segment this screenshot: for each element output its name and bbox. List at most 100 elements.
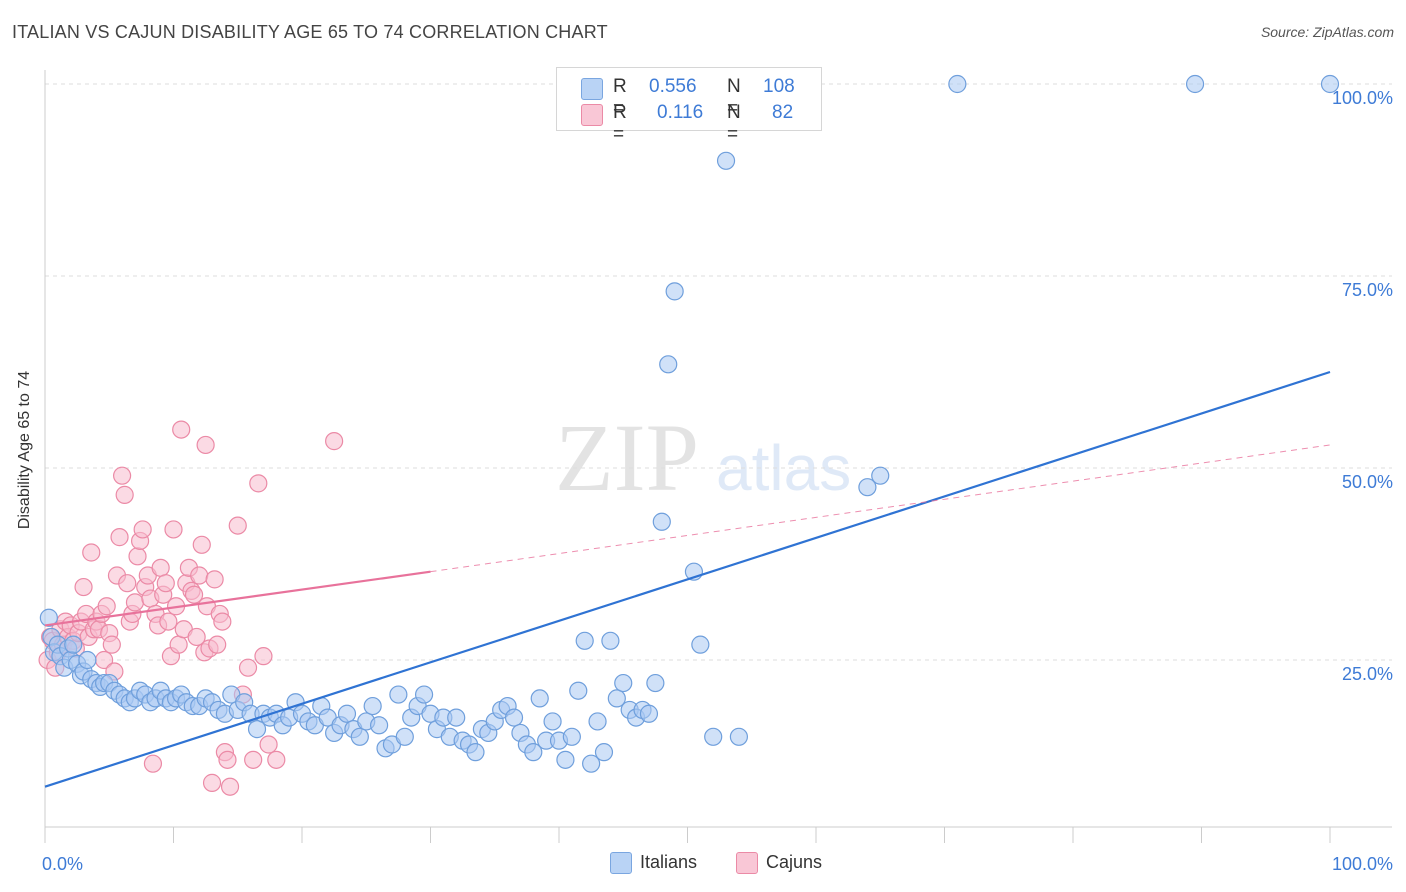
cajuns-point xyxy=(156,574,175,593)
cajuns-points xyxy=(38,420,344,796)
italians-point xyxy=(594,743,614,762)
cajuns-point xyxy=(169,635,188,654)
cajuns-point xyxy=(128,547,147,566)
italians-point xyxy=(414,685,434,704)
y-tick-label: 75.0% xyxy=(1342,280,1393,300)
cajuns-point xyxy=(164,520,183,539)
cajuns-point xyxy=(133,520,152,539)
legend-r-value: 0.556 xyxy=(649,76,697,97)
source-label: Source: ZipAtlas.com xyxy=(1260,24,1394,40)
italians-point xyxy=(1185,74,1205,94)
italians-point xyxy=(504,708,524,727)
italians-point xyxy=(78,650,97,670)
cajuns-point xyxy=(228,516,247,535)
italians-point xyxy=(729,727,749,746)
cajuns-point xyxy=(254,647,273,666)
italians-point xyxy=(652,512,671,531)
cajuns-point xyxy=(74,577,93,597)
cajuns-point xyxy=(97,597,116,616)
italians-point xyxy=(350,727,369,746)
italians-point xyxy=(871,466,890,485)
cajuns-point xyxy=(213,612,232,631)
italians-point xyxy=(370,716,389,735)
zipatlas-watermark: ZIP atlas xyxy=(555,404,851,511)
correlation-legend: R = 0.556 N = 108 R = 0.116 N = 82 xyxy=(556,67,822,145)
italians-point xyxy=(639,704,659,723)
cajuns-point xyxy=(244,750,263,769)
cajuns-point xyxy=(115,485,134,504)
cajuns-point xyxy=(220,777,240,796)
italians-point xyxy=(569,681,588,700)
gridlines xyxy=(45,83,1392,661)
italians-point xyxy=(556,750,575,769)
cajuns-point xyxy=(125,593,145,612)
italians-point xyxy=(858,478,877,497)
italians-legend-swatch xyxy=(610,852,632,874)
italians-point xyxy=(716,151,736,170)
chart-title: ITALIAN VS CAJUN DISABILITY AGE 65 TO 74… xyxy=(12,22,608,42)
cajuns-legend-label: Cajuns xyxy=(766,852,823,872)
cajuns-point xyxy=(159,612,178,631)
italians-point xyxy=(543,712,562,731)
italians-point xyxy=(363,696,382,716)
watermark-zip: ZIP xyxy=(555,404,699,511)
italians-point xyxy=(1320,74,1340,94)
cajuns-point xyxy=(205,570,224,589)
trend-lines xyxy=(44,370,1331,788)
italians-point xyxy=(659,355,678,374)
italians-point xyxy=(524,743,543,762)
cajuns-point xyxy=(143,754,163,773)
cajuns-swatch xyxy=(581,104,603,126)
italians-point xyxy=(466,743,485,762)
cajuns-point xyxy=(187,627,206,647)
y-tick-label: 50.0% xyxy=(1342,472,1393,492)
cajuns-point xyxy=(110,528,129,547)
italians-point xyxy=(530,689,549,708)
legend-n-value: 108 xyxy=(763,76,795,97)
legend-r-label: R = xyxy=(613,102,627,145)
y-axis-label: Disability Age 65 to 74 xyxy=(16,370,33,530)
cajuns-point xyxy=(172,420,191,439)
italians-point xyxy=(337,704,357,723)
italians-point xyxy=(582,754,601,773)
legend-r-label: R = xyxy=(613,76,627,119)
italians-point xyxy=(64,635,83,654)
cajuns-point xyxy=(238,658,258,677)
cajuns-point xyxy=(192,535,211,554)
cajuns-point xyxy=(259,735,278,754)
italians-point xyxy=(447,708,466,727)
y-tick-label: 100.0% xyxy=(1332,88,1393,108)
tick-labels: 25.0% 50.0% 75.0% 100.0% 0.0% 100.0% xyxy=(42,88,1393,874)
italians-point xyxy=(614,673,633,693)
italians-point xyxy=(562,727,581,746)
cajuns-point xyxy=(190,566,209,585)
cajuns-trend-extension xyxy=(430,444,1331,573)
italians-legend-label: Italians xyxy=(640,852,698,872)
italians-point xyxy=(691,635,710,654)
cajuns-point xyxy=(249,474,268,493)
italians-point xyxy=(607,689,626,708)
legend-r-value: 0.116 xyxy=(657,102,704,123)
cajuns-point xyxy=(82,543,101,562)
y-tick-label: 25.0% xyxy=(1342,664,1393,684)
italians-point xyxy=(948,74,967,94)
cajuns-trend-line xyxy=(44,570,431,627)
italians-trend-line xyxy=(44,370,1331,788)
italians-point xyxy=(704,727,723,746)
legend-n-value: 82 xyxy=(772,102,794,123)
cajuns-point xyxy=(196,435,215,455)
italians-point xyxy=(601,631,620,650)
cajuns-point xyxy=(218,750,237,769)
italians-point xyxy=(247,720,267,739)
italians-point xyxy=(646,673,665,693)
cajuns-point xyxy=(325,432,344,451)
x-tick-label-max: 100.0% xyxy=(1332,854,1393,874)
legend-n-label: N = xyxy=(727,102,741,145)
italians-point xyxy=(39,608,58,627)
italians-point xyxy=(575,631,594,650)
axes xyxy=(44,70,1392,843)
cajuns-point xyxy=(151,558,170,577)
italians-point xyxy=(389,685,408,704)
cajuns-point xyxy=(267,750,286,769)
